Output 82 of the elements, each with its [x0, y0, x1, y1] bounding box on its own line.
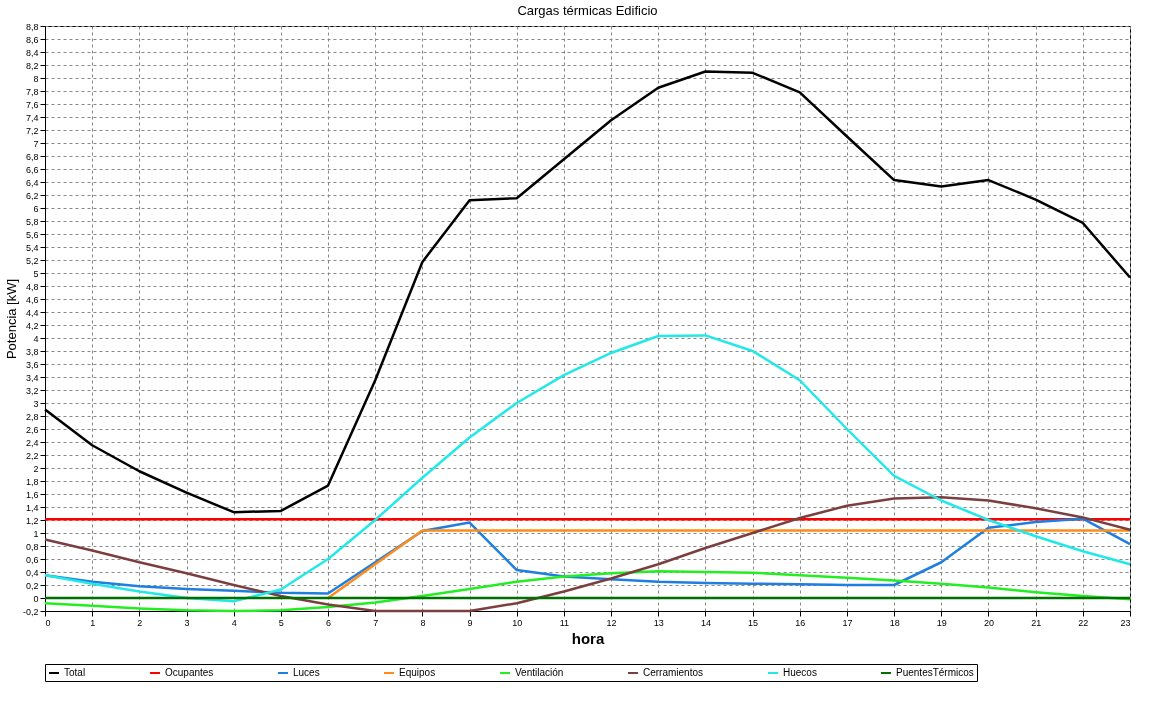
legend-label: Huecos	[783, 667, 817, 678]
chart-title: Cargas térmicas Edificio	[517, 3, 658, 18]
y-tick-label: 5,8	[25, 216, 39, 227]
x-tick-label: 20	[983, 617, 994, 628]
y-tick-label: 4	[33, 333, 39, 344]
y-tick-label: 4,4	[25, 307, 39, 318]
x-tick-label: 15	[748, 617, 759, 628]
y-tick-label: 2,4	[25, 437, 39, 448]
y-tick-label: 1,6	[25, 489, 39, 500]
y-tick-label: 4,2	[25, 320, 39, 331]
legend-label: Cerramientos	[643, 667, 704, 678]
y-tick-label: 2,8	[25, 411, 39, 422]
y-tick-label: 7	[33, 138, 39, 149]
x-tick-label: 12	[606, 617, 617, 628]
y-tick-label: 0	[33, 593, 39, 604]
y-tick-label: 1	[33, 528, 39, 539]
y-tick-label: 8,4	[25, 47, 39, 58]
x-tick-label: 18	[889, 617, 900, 628]
y-tick-label: -0,2	[22, 606, 39, 617]
y-tick-label: 2,2	[25, 450, 39, 461]
y-tick-label: 8,2	[25, 60, 39, 71]
y-tick-label: 4,8	[25, 281, 39, 292]
x-tick-label: 6	[326, 617, 332, 628]
x-tick-label: 11	[559, 617, 570, 628]
x-tick-label: 5	[278, 617, 284, 628]
legend-label: Ventilación	[515, 667, 564, 678]
y-tick-label: 0,4	[25, 567, 39, 578]
y-tick-label: 3,2	[25, 385, 39, 396]
x-axis-title: hora	[571, 629, 605, 647]
y-tick-label: 3	[33, 398, 39, 409]
y-tick-label: 3,6	[25, 359, 39, 370]
y-tick-label: 1,8	[25, 476, 39, 487]
y-tick-label: 0,8	[25, 541, 39, 552]
line-series	[43, 334, 1132, 603]
legend-label: Luces	[293, 667, 320, 678]
legend-label: PuentesTérmicos	[896, 667, 974, 678]
y-tick-label: 0,2	[25, 580, 39, 591]
y-axis-title: Potencia [kW]	[3, 278, 19, 360]
y-tick-label: 0,6	[25, 554, 39, 565]
x-tick-label: 0	[45, 617, 51, 628]
x-tick-label: 19	[936, 617, 947, 628]
x-tick-label: 23	[1120, 617, 1131, 628]
x-tick-label: 4	[231, 617, 237, 628]
y-tick-label: 6,8	[25, 151, 39, 162]
y-tick-label: 8	[33, 73, 39, 84]
x-tick-label: 13	[653, 617, 664, 628]
y-tick-label: 1,4	[25, 502, 39, 513]
x-tick-label: 7	[373, 617, 379, 628]
y-tick-label: 6,4	[25, 177, 39, 188]
y-tick-label: 5,2	[25, 255, 39, 266]
x-tick-label: 16	[795, 617, 806, 628]
y-tick-label: 3,4	[25, 372, 39, 383]
x-tick-label: 9	[467, 617, 473, 628]
legend-label: Total	[64, 667, 86, 678]
y-tick-label: 2	[33, 463, 39, 474]
y-tick-label: 7,2	[25, 125, 39, 136]
x-tick-label: 22	[1078, 617, 1089, 628]
y-tick-label: 8,8	[25, 21, 39, 32]
x-tick-label: 21	[1031, 617, 1042, 628]
y-tick-label: 1,2	[25, 515, 39, 526]
y-tick-label: 5,6	[25, 229, 39, 240]
y-tick-label: 7,4	[25, 112, 39, 123]
y-tick-label: 5,4	[25, 242, 39, 253]
y-tick-label: 6,2	[25, 190, 39, 201]
x-tick-label: 2	[137, 617, 143, 628]
y-tick-label: 8,6	[25, 34, 39, 45]
legend-label: Ocupantes	[165, 667, 214, 678]
y-tick-label: 7,8	[25, 86, 39, 97]
y-tick-label: 6,6	[25, 164, 39, 175]
x-tick-label: 8	[420, 617, 426, 628]
y-tick-label: 5	[33, 268, 39, 279]
y-tick-label: 6	[33, 203, 39, 214]
y-tick-label: 7,6	[25, 99, 39, 110]
x-tick-label: 17	[842, 617, 853, 628]
y-tick-label: 3,8	[25, 346, 39, 357]
y-tick-label: 2,6	[25, 424, 39, 435]
x-tick-label: 14	[700, 617, 711, 628]
x-tick-label: 10	[512, 617, 523, 628]
x-tick-label: 1	[90, 617, 96, 628]
x-tick-label: 3	[184, 617, 190, 628]
y-tick-label: 4,6	[25, 294, 39, 305]
legend-label: Equipos	[399, 667, 436, 678]
